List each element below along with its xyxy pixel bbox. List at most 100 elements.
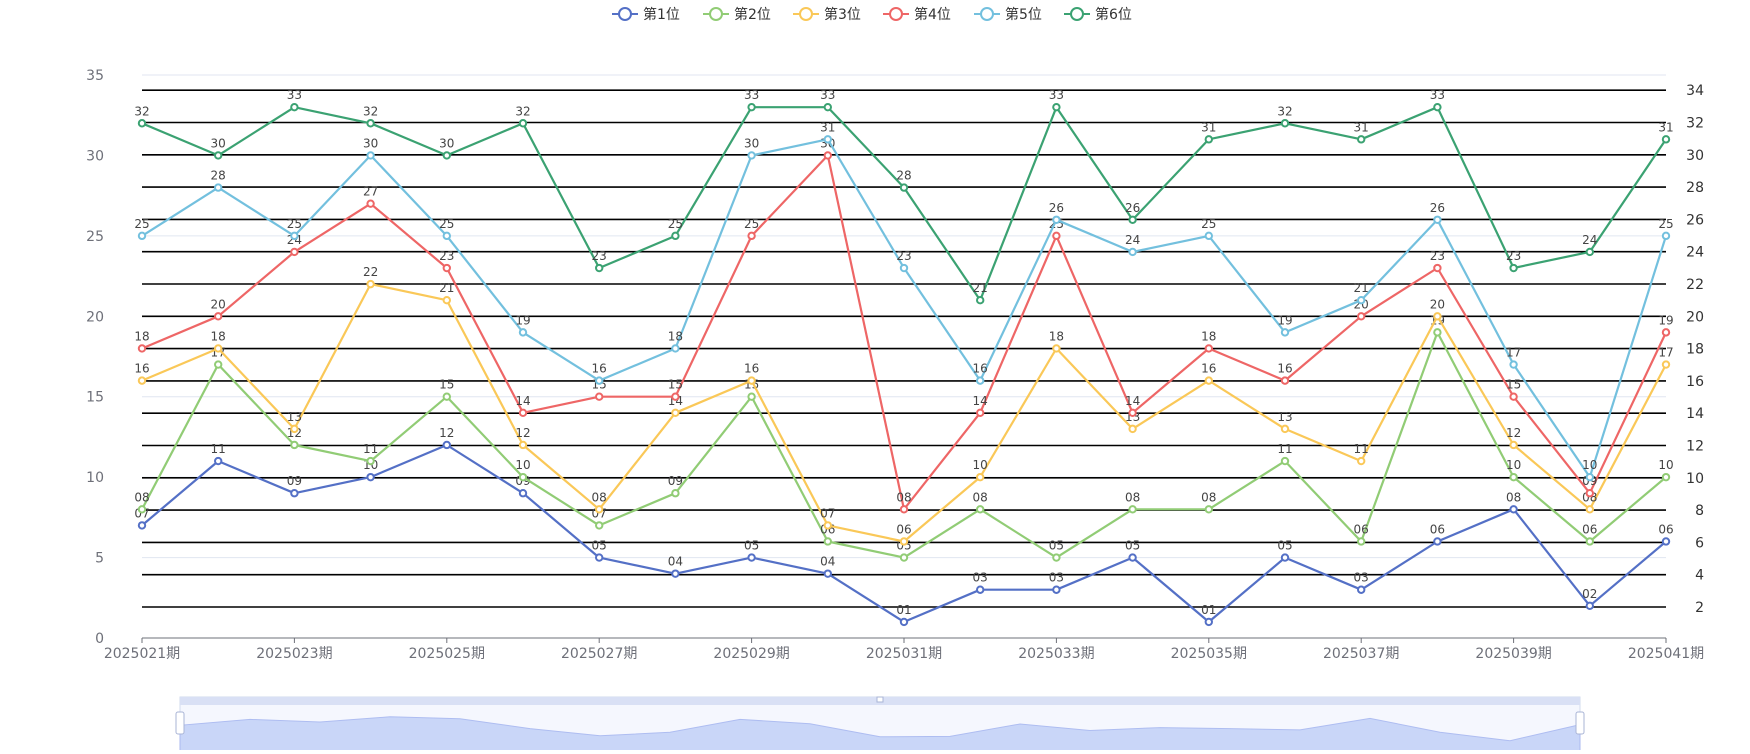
- data-point: [1128, 408, 1137, 417]
- data-label: 06: [1582, 522, 1597, 536]
- legend[interactable]: 第1位 第2位 第3位 第4位 第5位 第6位: [612, 6, 1132, 23]
- data-point: [442, 296, 451, 305]
- data-point: [747, 102, 756, 112]
- data-zoom-slider[interactable]: [175, 696, 1585, 753]
- data-label: 32: [515, 104, 530, 118]
- data-label: 18: [211, 329, 226, 343]
- legend-marker-icon: [889, 7, 903, 21]
- data-label: 11: [363, 442, 378, 456]
- data-label: 16: [1277, 362, 1292, 376]
- y-left-tick-label: 30: [86, 148, 104, 164]
- data-label: 15: [1506, 378, 1521, 392]
- data-label: 09: [287, 474, 302, 488]
- data-point: [899, 263, 909, 273]
- data-label: 08: [592, 490, 607, 504]
- data-point: [899, 505, 909, 514]
- data-point: [899, 553, 909, 562]
- data-label: 28: [211, 169, 226, 183]
- data-label: 30: [439, 136, 454, 150]
- x-tick-label: 2025041期: [1628, 646, 1704, 662]
- data-label: 18: [134, 329, 149, 343]
- series-6: 32 30 33 32 30 32 23 25 33 33 28 21 33 26 31 32 31 33 23 24…: [134, 88, 1674, 305]
- data-point: [1128, 247, 1137, 257]
- legend-item-3[interactable]: 第3位: [793, 6, 861, 23]
- data-point: [1585, 537, 1595, 546]
- data-label: 32: [1277, 104, 1292, 118]
- data-point: [1661, 135, 1671, 144]
- legend-item-2[interactable]: 第2位: [703, 6, 771, 23]
- data-point: [823, 151, 832, 160]
- y-right-tick-label: 6: [1695, 535, 1704, 551]
- data-point: [290, 231, 299, 241]
- y-right-tick-label: 22: [1686, 277, 1704, 293]
- zoom-left-handle[interactable]: [175, 711, 185, 735]
- data-point: [595, 553, 604, 562]
- data-point: [1357, 296, 1366, 305]
- data-point: [976, 505, 985, 514]
- data-label: 19: [515, 313, 530, 327]
- data-point: [214, 183, 223, 192]
- zoom-right-handle[interactable]: [1575, 711, 1585, 735]
- data-label: 08: [1506, 490, 1521, 504]
- data-label: 23: [896, 249, 911, 263]
- data-label: 16: [134, 362, 149, 376]
- data-point: [214, 344, 223, 353]
- x-tick-label: 2025033期: [1018, 646, 1094, 662]
- data-label: 06: [896, 522, 911, 536]
- data-label: 08: [1125, 490, 1140, 504]
- data-label: 10: [973, 458, 988, 472]
- series-1: 07 11 09 10 12 09 05 04 05 04 01 03 03 05 01 05 03 06 08 02…: [134, 426, 1674, 627]
- data-label: 11: [211, 442, 226, 456]
- data-label: 12: [439, 426, 454, 440]
- data-point: [518, 489, 528, 498]
- y-left-tick-label: 25: [86, 229, 104, 245]
- x-tick-label: 2025025期: [409, 646, 485, 662]
- series-3: 1618132221120814160706101813161311201208…: [134, 265, 1674, 546]
- data-point: [595, 505, 604, 514]
- data-point: [1433, 102, 1442, 112]
- data-label: 10: [1658, 458, 1673, 472]
- data-point: [442, 231, 451, 241]
- legend-item-1[interactable]: 第1位: [612, 6, 680, 23]
- data-point: [1509, 263, 1518, 273]
- y-left-tick-label: 5: [95, 551, 104, 567]
- data-label: 31: [820, 120, 835, 134]
- data-point: [1280, 328, 1290, 337]
- data-label: 08: [973, 490, 988, 504]
- data-label: 28: [896, 169, 911, 183]
- data-point: [137, 119, 147, 128]
- data-label: 33: [1430, 88, 1445, 102]
- data-label: 31: [1354, 120, 1369, 134]
- data-point: [1661, 537, 1671, 546]
- legend-item-4[interactable]: 第4位: [883, 6, 951, 23]
- data-point: [1052, 102, 1061, 112]
- data-point: [1585, 505, 1595, 514]
- data-label: 25: [287, 217, 302, 231]
- data-label: 21: [439, 281, 454, 295]
- data-point: [1052, 585, 1061, 594]
- y-right-tick-label: 16: [1686, 374, 1704, 390]
- data-point: [214, 456, 223, 466]
- data-label: 04: [820, 555, 835, 569]
- data-point: [1128, 553, 1137, 562]
- data-label: 26: [1049, 201, 1064, 215]
- data-point: [747, 376, 756, 385]
- y-right-tick-label: 10: [1686, 471, 1704, 487]
- legend-item-5[interactable]: 第5位: [974, 6, 1042, 23]
- data-point: [1052, 231, 1061, 241]
- data-point: [1661, 328, 1671, 337]
- legend-marker-icon: [1070, 7, 1084, 21]
- data-label: 06: [1354, 522, 1369, 536]
- data-point: [518, 472, 528, 482]
- data-point: [1204, 344, 1214, 353]
- data-label: 32: [134, 104, 149, 118]
- legend-item-6[interactable]: 第6位: [1064, 6, 1132, 23]
- data-point: [747, 392, 756, 401]
- data-point: [1052, 215, 1061, 224]
- data-label: 20: [211, 297, 226, 311]
- data-label: 02: [1582, 587, 1597, 601]
- x-tick-label: 2025021期: [104, 646, 180, 662]
- legend-label: 第4位: [914, 6, 951, 23]
- data-label: 10: [1506, 458, 1521, 472]
